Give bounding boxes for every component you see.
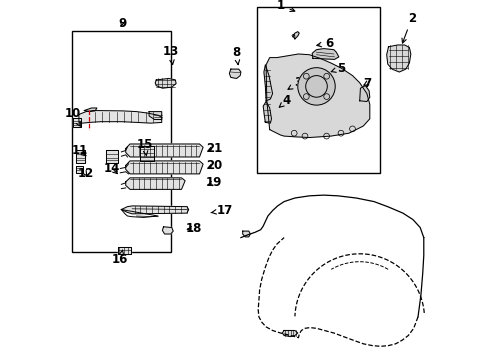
Polygon shape	[73, 118, 81, 127]
Polygon shape	[311, 49, 338, 59]
Text: 7: 7	[362, 77, 370, 90]
Text: 18: 18	[185, 222, 202, 235]
Bar	[72, 31, 170, 252]
Polygon shape	[125, 178, 185, 189]
Text: 19: 19	[205, 176, 222, 189]
Text: 10: 10	[64, 107, 81, 126]
Text: 5: 5	[330, 62, 345, 75]
Polygon shape	[293, 32, 299, 39]
Polygon shape	[264, 65, 272, 101]
Text: 11: 11	[71, 144, 87, 157]
Polygon shape	[229, 69, 241, 78]
Polygon shape	[125, 144, 203, 157]
Circle shape	[297, 68, 335, 105]
Text: 9: 9	[118, 17, 126, 30]
Text: 16: 16	[112, 250, 128, 266]
Text: 14: 14	[103, 162, 120, 175]
Polygon shape	[84, 108, 97, 112]
Polygon shape	[359, 86, 369, 102]
Bar	[257, 7, 379, 173]
Polygon shape	[155, 78, 176, 88]
Text: 3: 3	[287, 76, 302, 89]
Polygon shape	[118, 247, 131, 254]
Polygon shape	[121, 206, 188, 214]
Polygon shape	[263, 102, 271, 123]
Text: 2: 2	[401, 12, 415, 43]
Text: 4: 4	[279, 94, 290, 107]
Polygon shape	[265, 54, 369, 138]
Polygon shape	[242, 231, 250, 237]
Polygon shape	[79, 111, 162, 123]
Polygon shape	[125, 161, 203, 174]
Polygon shape	[140, 146, 154, 161]
Polygon shape	[162, 227, 173, 234]
Text: 17: 17	[210, 204, 232, 217]
Text: 8: 8	[232, 46, 240, 65]
Text: 21: 21	[205, 142, 222, 155]
Text: 12: 12	[77, 167, 93, 180]
Text: 6: 6	[316, 37, 333, 50]
Polygon shape	[106, 150, 118, 163]
Text: 1: 1	[276, 0, 294, 12]
Text: 13: 13	[162, 45, 179, 64]
Polygon shape	[76, 150, 85, 163]
Polygon shape	[386, 45, 410, 72]
Polygon shape	[282, 330, 297, 337]
Text: 20: 20	[205, 159, 222, 172]
Polygon shape	[149, 112, 162, 120]
Text: 15: 15	[136, 138, 152, 156]
Polygon shape	[76, 166, 83, 173]
